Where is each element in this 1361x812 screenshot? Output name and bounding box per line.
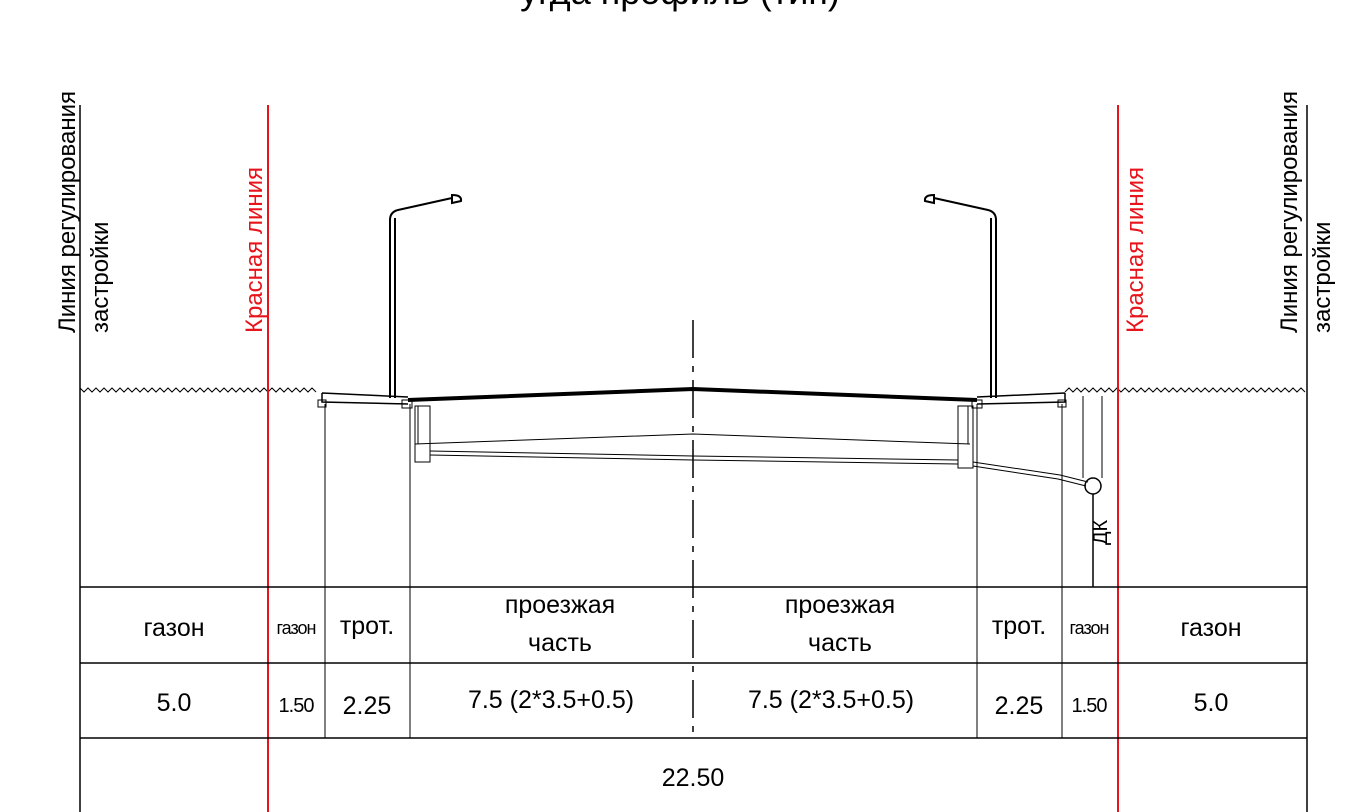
- drawing-title: угда профиль (тип): [520, 0, 840, 12]
- table-width-cell: 7.5 (2*3.5+0.5): [748, 686, 914, 714]
- drain-manhole-icon: [1084, 477, 1102, 495]
- road-base-layer: [414, 433, 971, 445]
- ground-surface-left: [79, 387, 317, 393]
- table-name-cell: трот.: [992, 612, 1046, 640]
- table-width-cell: 1.50: [1072, 695, 1108, 717]
- table-width-cell: 5.0: [1194, 689, 1229, 717]
- table-total-width: 22.50: [662, 764, 725, 792]
- road-subbase-layer: [429, 450, 959, 461]
- table-width-cell: 1.50: [279, 695, 315, 717]
- table-name-cell: газон: [1070, 618, 1109, 638]
- ground-surface-right: [1064, 387, 1306, 393]
- street-lamp-left-icon: [389, 193, 463, 398]
- table-name-cell: проезжая: [505, 591, 615, 619]
- red-line-right-label: Красная линия: [1122, 167, 1149, 333]
- table-name-cell: трот.: [340, 612, 394, 640]
- table-width-cell: 2.25: [343, 692, 392, 720]
- curb-left-inner: [401, 399, 413, 409]
- table-width-cell: 2.25: [995, 692, 1044, 720]
- table-name-cell: часть: [808, 629, 872, 657]
- building-line-right-label-2: застройки: [1309, 222, 1336, 333]
- drain-label: ДК: [1090, 519, 1112, 545]
- table-width-cell: 5.0: [157, 689, 192, 717]
- table-name-cell: часть: [528, 629, 592, 657]
- curb-foundation-right: [957, 405, 974, 469]
- sidewalk-left: [321, 392, 409, 405]
- table-name-cell: газон: [143, 614, 204, 642]
- street-lamp-right-icon: [923, 193, 997, 398]
- building-line-right-label: Линия регулирования: [1276, 91, 1303, 333]
- drainage-pipe: [972, 461, 1089, 487]
- table-name-cell: газон: [1180, 614, 1241, 642]
- table-width-cell: 7.5 (2*3.5+0.5): [468, 686, 634, 714]
- red-line-left-label: Красная линия: [241, 167, 268, 333]
- table-name-cell: проезжая: [785, 591, 895, 619]
- curb-left-outer: [317, 399, 327, 408]
- table-name-cell: газон: [277, 618, 316, 638]
- curb-foundation-left: [414, 405, 431, 463]
- building-line-left-label-2: застройки: [87, 222, 114, 333]
- building-line-left-label: Линия регулирования: [54, 91, 81, 333]
